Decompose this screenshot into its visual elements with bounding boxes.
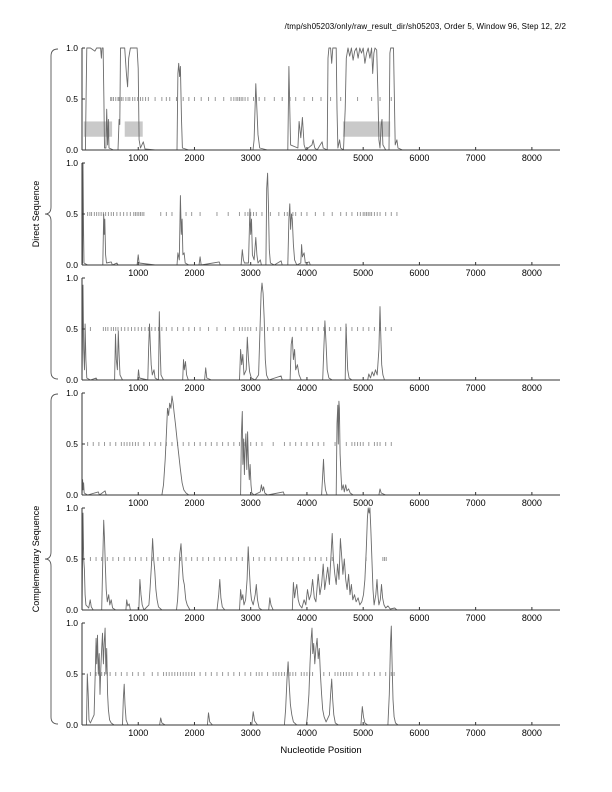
y-tick-label: 0.0 — [66, 720, 78, 730]
x-tick-label: 4000 — [297, 153, 317, 163]
y-tick-label: 0.0 — [66, 260, 78, 270]
x-tick-label: 4000 — [297, 728, 317, 738]
complementary-sequence-label: Complementary Sequence — [31, 505, 41, 613]
x-tick-label: 3000 — [241, 383, 261, 393]
x-tick-label: 2000 — [184, 613, 204, 623]
x-tick-label: 1000 — [128, 728, 148, 738]
panel-6-plot: 1.0 0.5 0.0 1000 2000 3000 4000 5000 6000 7000 800… — [66, 619, 560, 738]
y-tick-label: 0.0 — [66, 145, 78, 155]
x-tick-label: 6000 — [409, 728, 429, 738]
x-tick-label: 7000 — [466, 153, 486, 163]
x-tick-label: 4000 — [297, 613, 317, 623]
x-tick-label: 2000 — [184, 498, 204, 508]
y-tick-label: 0.0 — [66, 490, 78, 500]
x-tick-label: 7000 — [466, 613, 486, 623]
y-tick-label: 0.5 — [66, 209, 78, 219]
x-tick-label: 3000 — [241, 728, 261, 738]
y-tick-label: 0.5 — [66, 94, 78, 104]
x-tick-label: 7000 — [466, 383, 486, 393]
y-tick-label: 0.5 — [66, 324, 78, 334]
x-tick-label: 4000 — [297, 383, 317, 393]
x-tick-label: 5000 — [353, 153, 373, 163]
x-tick-label: 3000 — [241, 613, 261, 623]
x-tick-label: 4000 — [297, 268, 317, 278]
y-tick-label: 1.0 — [66, 389, 78, 398]
x-tick-label: 4000 — [297, 498, 317, 508]
direct-sequence-brace — [44, 48, 59, 380]
y-tick-label: 1.0 — [66, 274, 78, 283]
x-tick-label: 3000 — [241, 153, 261, 163]
x-tick-label: 5000 — [353, 613, 373, 623]
x-tick-label: 8000 — [522, 268, 542, 278]
y-tick-label: 1.0 — [66, 159, 78, 168]
panel-4-plot: 1.0 0.5 0.0 1000 2000 3000 4000 5000 6000 7000 800… — [66, 389, 560, 508]
direct-sequence-label: Direct Sequence — [31, 180, 41, 248]
x-tick-label: 7000 — [466, 728, 486, 738]
panel-2-plot: 1.0 0.5 0.0 1000 2000 3000 4000 5000 6000 7000 800… — [66, 159, 560, 278]
x-tick-label: 7000 — [466, 268, 486, 278]
complementary-sequence-brace — [44, 393, 59, 725]
x-tick-label: 7000 — [466, 498, 486, 508]
y-tick-label: 1.0 — [66, 44, 78, 53]
x-tick-label: 5000 — [353, 383, 373, 393]
x-tick-label: 8000 — [522, 728, 542, 738]
x-tick-label: 8000 — [522, 153, 542, 163]
x-tick-label: 6000 — [409, 153, 429, 163]
y-tick-label: 0.0 — [66, 375, 78, 385]
x-tick-label: 8000 — [522, 613, 542, 623]
x-axis-label: Nucleotide Position — [280, 745, 362, 756]
x-tick-label: 2000 — [184, 153, 204, 163]
panel-1-plot: 1.0 0.5 0.0 1000 2000 3000 4000 5000 6000 7000 800… — [66, 44, 560, 163]
x-tick-label: 1000 — [128, 153, 148, 163]
y-tick-label: 1.0 — [66, 619, 78, 628]
x-tick-label: 6000 — [409, 498, 429, 508]
x-tick-label: 8000 — [522, 383, 542, 393]
x-tick-label: 8000 — [522, 498, 542, 508]
x-tick-label: 2000 — [184, 728, 204, 738]
x-tick-label: 5000 — [353, 268, 373, 278]
x-tick-label: 3000 — [241, 498, 261, 508]
panel-5-plot: 1.0 0.5 0.0 1000 2000 3000 4000 5000 6000 7000 800… — [66, 504, 560, 623]
plot-title: /tmp/sh05203/only/raw_result_dir/sh05203… — [284, 22, 566, 31]
x-tick-label: 6000 — [409, 383, 429, 393]
x-tick-label: 6000 — [409, 268, 429, 278]
y-tick-label: 0.0 — [66, 605, 78, 615]
panel-3-plot: 1.0 0.5 0.0 1000 2000 3000 4000 5000 6000 7000 800… — [66, 274, 560, 393]
x-tick-label: 1000 — [128, 268, 148, 278]
x-tick-label: 2000 — [184, 268, 204, 278]
x-tick-label: 5000 — [353, 498, 373, 508]
y-tick-label: 1.0 — [66, 504, 78, 513]
x-tick-label: 3000 — [241, 268, 261, 278]
y-tick-label: 0.5 — [66, 669, 78, 679]
y-tick-label: 0.5 — [66, 439, 78, 449]
x-tick-label: 5000 — [353, 728, 373, 738]
x-tick-label: 2000 — [184, 383, 204, 393]
x-tick-label: 1000 — [128, 498, 148, 508]
x-tick-label: 1000 — [128, 383, 148, 393]
y-tick-label: 0.5 — [66, 554, 78, 564]
x-tick-label: 1000 — [128, 613, 148, 623]
x-tick-label: 6000 — [409, 613, 429, 623]
